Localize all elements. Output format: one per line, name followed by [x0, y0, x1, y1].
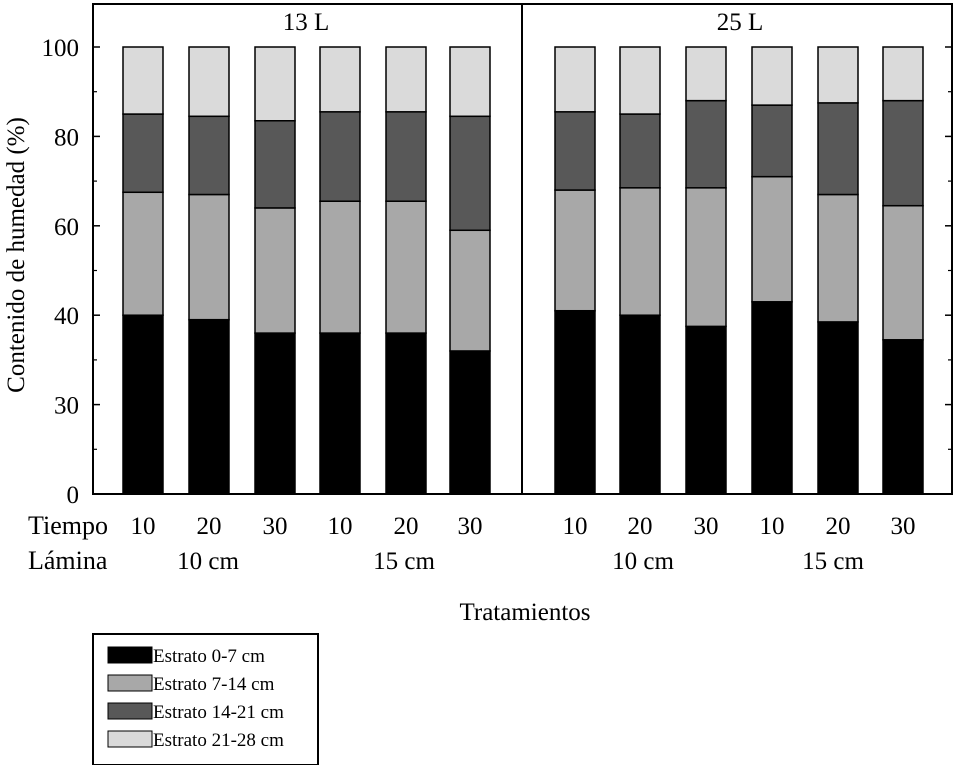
legend-label-21-28: Estrato 21-28 cm: [153, 730, 284, 751]
y-tick-label: 60: [54, 214, 79, 241]
bar-segment-panel1-cat6-series1: [449, 350, 491, 495]
x-axis-label: Tratamientos: [459, 599, 590, 626]
x-group-label-lamina: 15 cm: [373, 548, 435, 575]
bar-segment-panel1-cat5-series4: [385, 46, 427, 113]
x-tick-label-tiempo: 10: [760, 513, 785, 540]
x-tick-label-tiempo: 20: [826, 513, 851, 540]
x-tick-label-tiempo: 20: [394, 513, 419, 540]
bar-segment-panel1-cat5-series2: [385, 200, 427, 334]
bar-segment-panel2-cat5-series4: [817, 46, 859, 104]
bar-segment-panel2-cat6-series3: [882, 99, 924, 207]
bar-segment-panel2-cat1-series3: [554, 111, 596, 191]
bar-segment-panel1-cat4-series2: [319, 200, 361, 334]
y-tick-label: 40: [54, 303, 79, 330]
bar-segment-panel1-cat2-series2: [188, 193, 230, 321]
row-label-lamina: Lámina: [28, 546, 108, 575]
bar-segment-panel2-cat5-series1: [817, 321, 859, 495]
legend-label-7-14: Estrato 7-14 cm: [153, 674, 275, 695]
bar-segment-panel1-cat2-series1: [188, 318, 230, 495]
x-group-label-lamina: 10 cm: [177, 548, 239, 575]
bar-segment-panel2-cat3-series2: [685, 187, 727, 328]
bar-segment-panel2-cat2-series1: [619, 314, 661, 495]
panel-title-13l: 13 L: [283, 9, 330, 36]
bar-segment-panel2-cat3-series1: [685, 325, 727, 495]
y-tick-label: 0: [67, 482, 80, 509]
x-tick-label-tiempo: 20: [628, 513, 653, 540]
y-axis-label: Contenido de humedad (%): [3, 117, 30, 393]
y-axis: 0 30 40 60 80 100: [42, 35, 952, 509]
bar-segment-panel2-cat3-series4: [685, 46, 727, 102]
x-tick-label-tiempo: 30: [263, 513, 288, 540]
y-tick-label: 100: [42, 35, 80, 62]
x-tick-label-tiempo: 10: [131, 513, 156, 540]
bar-segment-panel2-cat3-series3: [685, 99, 727, 189]
y-tick-label: 30: [54, 393, 79, 420]
bar-segment-panel2-cat2-series3: [619, 113, 661, 189]
bar-segment-panel2-cat5-series2: [817, 193, 859, 323]
bar-segment-panel1-cat3-series4: [254, 46, 296, 122]
bar-segment-panel1-cat6-series3: [449, 115, 491, 232]
legend-swatch-21-28: [107, 730, 153, 748]
legend-swatch-7-14: [107, 674, 153, 692]
bar-segment-panel2-cat5-series3: [817, 102, 859, 196]
x-tick-label-tiempo: 20: [197, 513, 222, 540]
row-label-tiempo: Tiempo: [28, 511, 108, 540]
bar-segment-panel1-cat3-series2: [254, 207, 296, 334]
bar-segment-panel2-cat1-series2: [554, 189, 596, 312]
legend: Estrato 0-7 cm Estrato 7-14 cm Estrato 1…: [92, 633, 319, 765]
legend-label-14-21: Estrato 14-21 cm: [153, 702, 284, 723]
legend-label-0-7: Estrato 0-7 cm: [153, 646, 265, 667]
bar-segment-panel1-cat2-series3: [188, 115, 230, 196]
bar-segment-panel1-cat1-series4: [122, 46, 164, 115]
bar-segment-panel1-cat1-series1: [122, 314, 164, 495]
y-tick-label: 80: [54, 124, 79, 151]
legend-swatch-0-7: [107, 646, 153, 664]
bar-segment-panel2-cat6-series1: [882, 339, 924, 495]
bar-segment-panel2-cat1-series1: [554, 309, 596, 495]
bar-segment-panel2-cat4-series4: [751, 46, 793, 106]
bar-segment-panel1-cat3-series1: [254, 332, 296, 495]
bar-segment-panel1-cat6-series4: [449, 46, 491, 118]
bar-segment-panel1-cat1-series2: [122, 191, 164, 316]
bar-segment-panel1-cat6-series2: [449, 229, 491, 352]
x-tick-label-tiempo: 30: [891, 513, 916, 540]
bar-segment-panel1-cat4-series4: [319, 46, 361, 113]
legend-swatch-14-21: [107, 702, 153, 720]
bar-segment-panel1-cat3-series3: [254, 120, 296, 209]
x-tick-label-tiempo: 10: [328, 513, 353, 540]
x-axis: 10 20 30 10 20 30 10 cm 15 cm 10 20 30 10 20 30 10 cm 1…: [131, 487, 916, 575]
plot-frame: [92, 3, 953, 495]
x-tick-label-tiempo: 30: [694, 513, 719, 540]
bar-segment-panel2-cat1-series4: [554, 46, 596, 113]
bar-segment-panel1-cat4-series3: [319, 111, 361, 202]
bar-segment-panel2-cat4-series3: [751, 104, 793, 178]
bars: [122, 46, 924, 495]
bar-segment-panel2-cat2-series4: [619, 46, 661, 115]
panel-title-25l: 25 L: [717, 9, 764, 36]
bar-segment-panel1-cat2-series4: [188, 46, 230, 118]
bar-segment-panel2-cat4-series1: [751, 301, 793, 495]
x-tick-label-tiempo: 10: [563, 513, 588, 540]
bar-segment-panel2-cat6-series2: [882, 204, 924, 341]
bar-segment-panel1-cat5-series1: [385, 332, 427, 495]
bar-segment-panel1-cat4-series1: [319, 332, 361, 495]
bar-segment-panel2-cat4-series2: [751, 175, 793, 303]
x-group-label-lamina: 10 cm: [612, 548, 674, 575]
bar-segment-panel2-cat6-series4: [882, 46, 924, 102]
bar-segment-panel2-cat2-series2: [619, 187, 661, 316]
x-group-label-lamina: 15 cm: [802, 548, 864, 575]
bar-segment-panel1-cat5-series3: [385, 111, 427, 202]
bar-segment-panel1-cat1-series3: [122, 113, 164, 194]
x-tick-label-tiempo: 30: [458, 513, 483, 540]
